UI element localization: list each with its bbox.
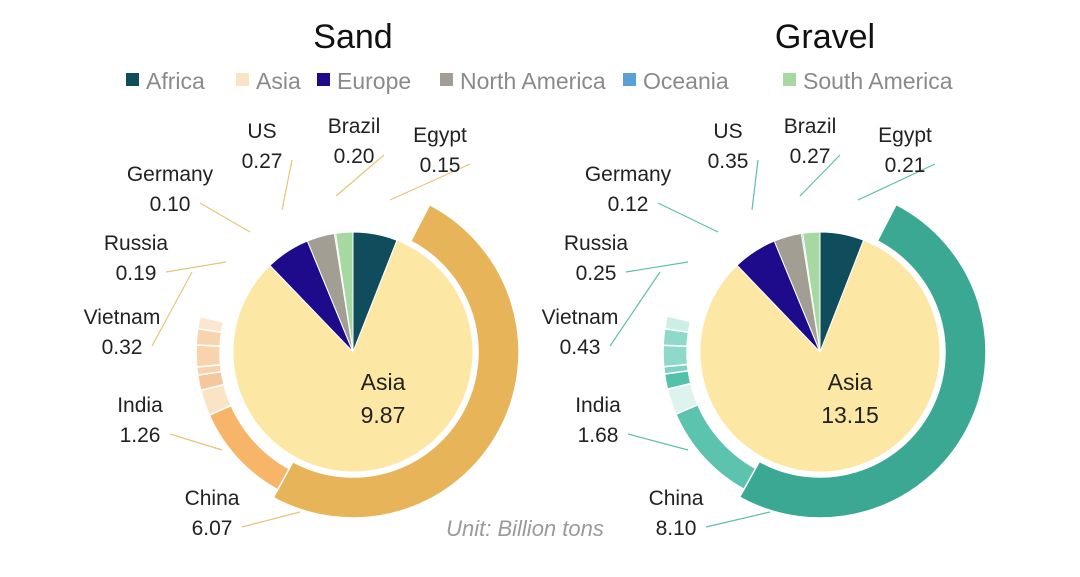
center-label-name: Asia	[828, 369, 873, 395]
country-label-us: US	[713, 120, 742, 143]
legend-label-africa: Africa	[146, 68, 205, 94]
leader-line-germany	[199, 202, 251, 233]
center-label-name: Asia	[361, 369, 406, 395]
legend-swatch-oceania	[623, 73, 636, 86]
country-label-china: China	[649, 487, 704, 510]
legend-label-north-america: North America	[460, 68, 606, 94]
country-value-russia: 0.19	[116, 262, 157, 285]
chart-title: Sand	[313, 18, 392, 56]
country-label-brazil: Brazil	[784, 115, 837, 138]
country-value-china: 6.07	[192, 517, 233, 540]
ring-segment-egypt	[196, 315, 225, 334]
legend-swatch-africa	[126, 73, 139, 86]
country-value-egypt: 0.15	[420, 154, 461, 177]
ring-segment-china	[272, 203, 520, 519]
legend-swatch-south-america	[783, 73, 796, 86]
legend-label-south-america: South America	[803, 68, 953, 94]
leader-line-india	[169, 433, 223, 451]
country-label-brazil: Brazil	[328, 115, 381, 138]
sand-chart: Sand Asia 9.87 China 6.07 India 1.26 Vietnam 0.3…	[84, 18, 520, 540]
country-label-egypt: Egypt	[413, 124, 467, 147]
legend-swatch-europe	[317, 73, 330, 86]
country-value-egypt: 0.21	[885, 154, 926, 177]
leader-line-egypt	[857, 163, 936, 201]
leader-line-vietnam	[609, 271, 661, 347]
country-value-china: 8.10	[656, 517, 697, 540]
ring-segment-china	[738, 203, 987, 519]
country-label-vietnam: Vietnam	[84, 306, 161, 329]
country-value-russia: 0.25	[576, 262, 617, 285]
legend: Africa Asia Europe North America Oceania Sout…	[126, 68, 953, 94]
ring-segment-us	[662, 344, 689, 368]
ring-segment-us	[195, 344, 222, 368]
leader-line-us	[751, 159, 759, 211]
country-value-india: 1.68	[578, 424, 619, 447]
country-label-vietnam: Vietnam	[542, 306, 619, 329]
leader-line-brazil	[335, 154, 385, 197]
country-value-germany: 0.10	[150, 193, 191, 216]
unit-label: Unit: Billion tons	[446, 516, 604, 541]
leader-line-us	[281, 159, 293, 211]
leader-line-china	[241, 511, 301, 528]
leader-line-russia	[165, 261, 227, 273]
center-label-value: 9.87	[361, 402, 406, 428]
inner-slice-asia	[232, 239, 474, 473]
country-value-brazil: 0.20	[334, 145, 375, 168]
leader-line-germany	[657, 202, 719, 233]
country-value-india: 1.26	[120, 424, 161, 447]
leader-line-egypt	[389, 163, 471, 201]
legend-swatch-north-america	[440, 73, 453, 86]
inner-slice-asia	[699, 239, 941, 473]
leader-line-india	[627, 433, 689, 451]
legend-label-europe: Europe	[337, 68, 411, 94]
country-label-germany: Germany	[585, 163, 672, 186]
country-value-us: 0.35	[708, 150, 749, 173]
leader-line-china	[705, 511, 771, 528]
legend-label-asia: Asia	[256, 68, 301, 94]
country-label-us: US	[247, 120, 276, 143]
leader-line-brazil	[799, 154, 841, 197]
leader-line-russia	[625, 261, 689, 273]
country-value-brazil: 0.27	[790, 145, 831, 168]
center-label-value: 13.15	[821, 402, 879, 428]
country-label-china: China	[185, 487, 240, 510]
country-value-us: 0.27	[242, 150, 283, 173]
country-label-india: India	[117, 394, 163, 417]
country-value-germany: 0.12	[608, 193, 649, 216]
country-label-germany: Germany	[127, 163, 214, 186]
country-value-vietnam: 0.32	[102, 336, 143, 359]
ring-segment-egypt	[663, 315, 692, 334]
legend-label-oceania: Oceania	[643, 68, 729, 94]
leader-line-vietnam	[151, 271, 193, 347]
country-label-russia: Russia	[564, 232, 629, 255]
country-label-egypt: Egypt	[878, 124, 932, 147]
country-value-vietnam: 0.43	[560, 336, 601, 359]
gravel-chart: Gravel Asia 13.15 China 8.10 India 1.68 Vietnam…	[542, 18, 987, 540]
country-label-india: India	[575, 394, 621, 417]
country-label-russia: Russia	[104, 232, 169, 255]
chart-title: Gravel	[775, 18, 875, 56]
legend-swatch-asia	[236, 73, 249, 86]
